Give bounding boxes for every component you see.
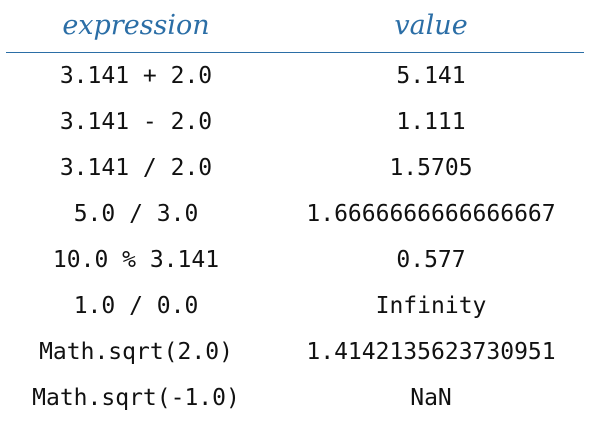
value-cell: 1.111 — [396, 109, 466, 135]
header-expression: expression — [62, 10, 210, 41]
table-row: 5.0 / 3.0 1.6666666666666667 — [0, 191, 590, 237]
expression-cell: 10.0 % 3.141 — [52, 247, 220, 273]
table-row: 3.141 - 2.0 1.111 — [0, 99, 590, 145]
table-row: Math.sqrt(-1.0) NaN — [0, 375, 590, 421]
expression-cell: 5.0 / 3.0 — [73, 201, 199, 227]
table-header-row: expression value — [0, 0, 590, 52]
table-body: 3.141 + 2.0 5.141 3.141 - 2.0 1.111 3.14… — [0, 53, 590, 421]
expression-cell: 1.0 / 0.0 — [73, 293, 199, 319]
expression-cell: Math.sqrt(-1.0) — [32, 385, 240, 411]
value-cell: 1.6666666666666667 — [306, 201, 556, 227]
expression-cell: 3.141 + 2.0 — [59, 63, 213, 89]
table-row: 1.0 / 0.0 Infinity — [0, 283, 590, 329]
header-divider — [6, 52, 584, 53]
value-cell: 5.141 — [396, 63, 466, 89]
header-value: value — [394, 10, 468, 41]
value-cell: NaN — [410, 385, 452, 411]
expression-cell: Math.sqrt(2.0) — [39, 339, 233, 365]
value-cell: 1.4142135623730951 — [306, 339, 556, 365]
value-cell: 0.577 — [396, 247, 466, 273]
expression-cell: 3.141 - 2.0 — [59, 109, 213, 135]
value-cell: Infinity — [375, 293, 487, 319]
table-row: 3.141 / 2.0 1.5705 — [0, 145, 590, 191]
table-row: 3.141 + 2.0 5.141 — [0, 53, 590, 99]
table-row: Math.sqrt(2.0) 1.4142135623730951 — [0, 329, 590, 375]
expression-cell: 3.141 / 2.0 — [59, 155, 213, 181]
table-row: 10.0 % 3.141 0.577 — [0, 237, 590, 283]
value-cell: 1.5705 — [389, 155, 473, 181]
